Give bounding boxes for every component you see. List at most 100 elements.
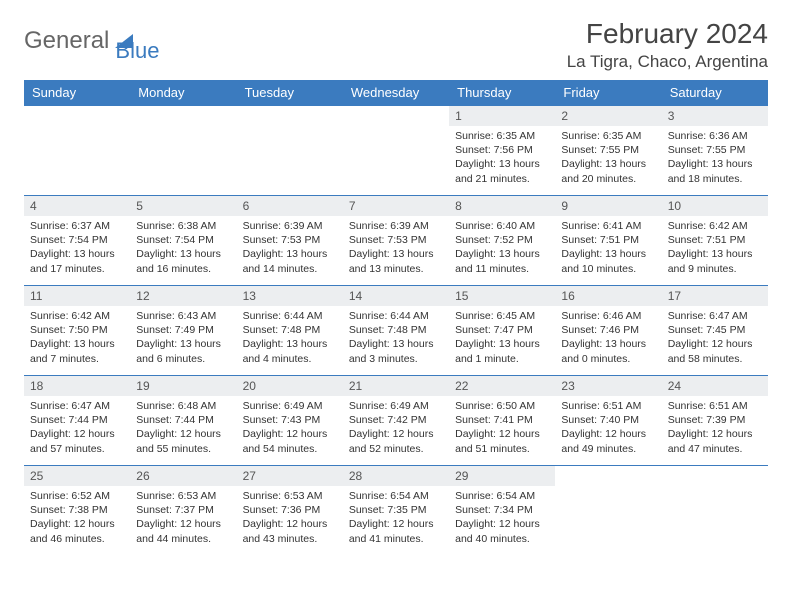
weekday-header: Friday (555, 80, 661, 106)
day-number: 2 (555, 106, 661, 126)
calendar-cell: 16Sunrise: 6:46 AMSunset: 7:46 PMDayligh… (555, 286, 661, 376)
day-number: 19 (130, 376, 236, 396)
calendar-cell: 12Sunrise: 6:43 AMSunset: 7:49 PMDayligh… (130, 286, 236, 376)
calendar-cell: 23Sunrise: 6:51 AMSunset: 7:40 PMDayligh… (555, 376, 661, 466)
day-data: Sunrise: 6:41 AMSunset: 7:51 PMDaylight:… (555, 216, 661, 280)
calendar-cell: 18Sunrise: 6:47 AMSunset: 7:44 PMDayligh… (24, 376, 130, 466)
day-data: Sunrise: 6:44 AMSunset: 7:48 PMDaylight:… (343, 306, 449, 370)
day-data: Sunrise: 6:36 AMSunset: 7:55 PMDaylight:… (662, 126, 768, 190)
day-data: Sunrise: 6:51 AMSunset: 7:40 PMDaylight:… (555, 396, 661, 460)
day-number: 10 (662, 196, 768, 216)
day-data: Sunrise: 6:43 AMSunset: 7:49 PMDaylight:… (130, 306, 236, 370)
calendar-cell (24, 106, 130, 196)
calendar-cell: 26Sunrise: 6:53 AMSunset: 7:37 PMDayligh… (130, 466, 236, 556)
calendar-cell: 27Sunrise: 6:53 AMSunset: 7:36 PMDayligh… (237, 466, 343, 556)
logo-text-blue: Blue (115, 38, 159, 64)
day-number: 26 (130, 466, 236, 486)
day-number: 24 (662, 376, 768, 396)
weekday-header: Saturday (662, 80, 768, 106)
day-number: 17 (662, 286, 768, 306)
day-number: 13 (237, 286, 343, 306)
calendar-cell: 5Sunrise: 6:38 AMSunset: 7:54 PMDaylight… (130, 196, 236, 286)
day-data: Sunrise: 6:51 AMSunset: 7:39 PMDaylight:… (662, 396, 768, 460)
calendar-row: 18Sunrise: 6:47 AMSunset: 7:44 PMDayligh… (24, 376, 768, 466)
day-number: 29 (449, 466, 555, 486)
weekday-header: Monday (130, 80, 236, 106)
day-number: 28 (343, 466, 449, 486)
header: General Blue February 2024 La Tigra, Cha… (24, 18, 768, 72)
calendar-cell: 1Sunrise: 6:35 AMSunset: 7:56 PMDaylight… (449, 106, 555, 196)
day-number: 23 (555, 376, 661, 396)
day-data: Sunrise: 6:38 AMSunset: 7:54 PMDaylight:… (130, 216, 236, 280)
day-number: 9 (555, 196, 661, 216)
day-data: Sunrise: 6:53 AMSunset: 7:37 PMDaylight:… (130, 486, 236, 550)
day-data: Sunrise: 6:53 AMSunset: 7:36 PMDaylight:… (237, 486, 343, 550)
calendar-cell (555, 466, 661, 556)
location: La Tigra, Chaco, Argentina (567, 52, 768, 72)
day-number: 4 (24, 196, 130, 216)
day-number: 3 (662, 106, 768, 126)
calendar-cell: 25Sunrise: 6:52 AMSunset: 7:38 PMDayligh… (24, 466, 130, 556)
calendar-row: 1Sunrise: 6:35 AMSunset: 7:56 PMDaylight… (24, 106, 768, 196)
day-data: Sunrise: 6:49 AMSunset: 7:42 PMDaylight:… (343, 396, 449, 460)
calendar-cell: 13Sunrise: 6:44 AMSunset: 7:48 PMDayligh… (237, 286, 343, 376)
weekday-header: Tuesday (237, 80, 343, 106)
calendar-cell: 9Sunrise: 6:41 AMSunset: 7:51 PMDaylight… (555, 196, 661, 286)
calendar-cell (237, 106, 343, 196)
day-data: Sunrise: 6:52 AMSunset: 7:38 PMDaylight:… (24, 486, 130, 550)
title-block: February 2024 La Tigra, Chaco, Argentina (567, 18, 768, 72)
calendar-row: 11Sunrise: 6:42 AMSunset: 7:50 PMDayligh… (24, 286, 768, 376)
calendar-cell: 22Sunrise: 6:50 AMSunset: 7:41 PMDayligh… (449, 376, 555, 466)
day-data: Sunrise: 6:35 AMSunset: 7:56 PMDaylight:… (449, 126, 555, 190)
day-data: Sunrise: 6:35 AMSunset: 7:55 PMDaylight:… (555, 126, 661, 190)
day-data: Sunrise: 6:40 AMSunset: 7:52 PMDaylight:… (449, 216, 555, 280)
calendar-cell (343, 106, 449, 196)
calendar-cell: 17Sunrise: 6:47 AMSunset: 7:45 PMDayligh… (662, 286, 768, 376)
day-number: 18 (24, 376, 130, 396)
calendar-cell: 21Sunrise: 6:49 AMSunset: 7:42 PMDayligh… (343, 376, 449, 466)
day-data: Sunrise: 6:46 AMSunset: 7:46 PMDaylight:… (555, 306, 661, 370)
calendar-cell: 7Sunrise: 6:39 AMSunset: 7:53 PMDaylight… (343, 196, 449, 286)
day-number: 1 (449, 106, 555, 126)
day-number: 20 (237, 376, 343, 396)
calendar-row: 25Sunrise: 6:52 AMSunset: 7:38 PMDayligh… (24, 466, 768, 556)
day-data: Sunrise: 6:45 AMSunset: 7:47 PMDaylight:… (449, 306, 555, 370)
calendar-cell: 2Sunrise: 6:35 AMSunset: 7:55 PMDaylight… (555, 106, 661, 196)
calendar-cell: 4Sunrise: 6:37 AMSunset: 7:54 PMDaylight… (24, 196, 130, 286)
weekday-header: Sunday (24, 80, 130, 106)
day-data: Sunrise: 6:42 AMSunset: 7:51 PMDaylight:… (662, 216, 768, 280)
calendar-cell: 29Sunrise: 6:54 AMSunset: 7:34 PMDayligh… (449, 466, 555, 556)
day-number: 25 (24, 466, 130, 486)
calendar-cell: 19Sunrise: 6:48 AMSunset: 7:44 PMDayligh… (130, 376, 236, 466)
weekday-header-row: SundayMondayTuesdayWednesdayThursdayFrid… (24, 80, 768, 106)
logo-text-general: General (24, 27, 109, 55)
day-number: 15 (449, 286, 555, 306)
month-title: February 2024 (567, 18, 768, 50)
calendar-cell: 14Sunrise: 6:44 AMSunset: 7:48 PMDayligh… (343, 286, 449, 376)
day-number: 5 (130, 196, 236, 216)
calendar-body: 1Sunrise: 6:35 AMSunset: 7:56 PMDaylight… (24, 106, 768, 556)
calendar-cell: 15Sunrise: 6:45 AMSunset: 7:47 PMDayligh… (449, 286, 555, 376)
calendar-cell: 8Sunrise: 6:40 AMSunset: 7:52 PMDaylight… (449, 196, 555, 286)
day-number: 7 (343, 196, 449, 216)
calendar-cell: 20Sunrise: 6:49 AMSunset: 7:43 PMDayligh… (237, 376, 343, 466)
weekday-header: Thursday (449, 80, 555, 106)
calendar-cell: 10Sunrise: 6:42 AMSunset: 7:51 PMDayligh… (662, 196, 768, 286)
day-data: Sunrise: 6:49 AMSunset: 7:43 PMDaylight:… (237, 396, 343, 460)
day-number: 8 (449, 196, 555, 216)
day-number: 11 (24, 286, 130, 306)
day-data: Sunrise: 6:39 AMSunset: 7:53 PMDaylight:… (237, 216, 343, 280)
day-data: Sunrise: 6:54 AMSunset: 7:35 PMDaylight:… (343, 486, 449, 550)
calendar-row: 4Sunrise: 6:37 AMSunset: 7:54 PMDaylight… (24, 196, 768, 286)
day-number: 22 (449, 376, 555, 396)
calendar-cell: 28Sunrise: 6:54 AMSunset: 7:35 PMDayligh… (343, 466, 449, 556)
weekday-header: Wednesday (343, 80, 449, 106)
day-data: Sunrise: 6:47 AMSunset: 7:45 PMDaylight:… (662, 306, 768, 370)
day-number: 6 (237, 196, 343, 216)
day-data: Sunrise: 6:50 AMSunset: 7:41 PMDaylight:… (449, 396, 555, 460)
day-data: Sunrise: 6:54 AMSunset: 7:34 PMDaylight:… (449, 486, 555, 550)
calendar-table: SundayMondayTuesdayWednesdayThursdayFrid… (24, 80, 768, 556)
day-number: 21 (343, 376, 449, 396)
calendar-cell: 11Sunrise: 6:42 AMSunset: 7:50 PMDayligh… (24, 286, 130, 376)
calendar-cell: 3Sunrise: 6:36 AMSunset: 7:55 PMDaylight… (662, 106, 768, 196)
